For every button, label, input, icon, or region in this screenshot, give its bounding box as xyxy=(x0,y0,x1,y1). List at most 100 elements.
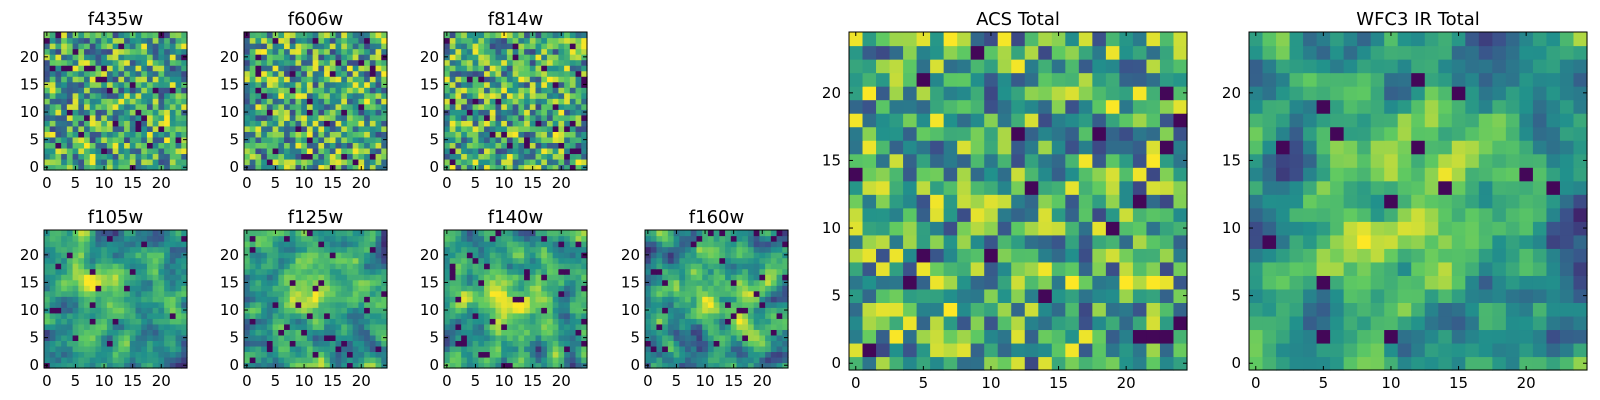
heatmap-cell xyxy=(341,43,348,50)
heatmap-cell xyxy=(289,329,297,336)
heatmap-cell xyxy=(289,263,297,270)
heatmap-cell xyxy=(244,235,251,242)
heatmap-cell xyxy=(461,136,468,143)
heatmap-cell xyxy=(78,37,85,44)
heatmap-cell xyxy=(89,329,97,336)
heatmap-cell xyxy=(49,345,57,353)
y-tick-label: 15 xyxy=(420,75,439,93)
heatmap-cell xyxy=(518,76,525,83)
heatmap-cell xyxy=(278,65,285,72)
heatmap-cell xyxy=(747,307,755,314)
heatmap-cell xyxy=(341,136,348,143)
heatmap-cell xyxy=(662,241,669,248)
heatmap-cell xyxy=(335,279,342,286)
heatmap-cell xyxy=(318,81,325,88)
heatmap-cell xyxy=(690,230,698,237)
heatmap-cell xyxy=(984,342,999,358)
heatmap-cell xyxy=(261,131,268,138)
heatmap-cell xyxy=(667,296,675,303)
heatmap-cell xyxy=(141,351,148,358)
heatmap-cell xyxy=(66,290,74,297)
heatmap-cell xyxy=(552,345,559,353)
heatmap-cell xyxy=(1159,329,1175,344)
heatmap-cell xyxy=(903,221,918,236)
heatmap-cell xyxy=(272,235,279,242)
heatmap-cell xyxy=(662,263,669,270)
heatmap-cell xyxy=(455,136,462,143)
heatmap-cell xyxy=(175,246,182,253)
heatmap-cell xyxy=(295,54,302,61)
heatmap-cell xyxy=(375,356,382,364)
heatmap-cell xyxy=(1092,356,1107,371)
heatmap-cell xyxy=(662,301,669,308)
heatmap-cell xyxy=(335,120,342,127)
heatmap-cell xyxy=(696,235,703,242)
heatmap-cell xyxy=(656,241,663,248)
heatmap-cell xyxy=(335,70,342,77)
heatmap-cell xyxy=(55,246,62,253)
heatmap-cell xyxy=(696,274,703,281)
heatmap-cell xyxy=(101,263,108,270)
heatmap-cell xyxy=(55,285,62,292)
heatmap-cell xyxy=(266,65,274,72)
heatmap-cell xyxy=(444,235,451,242)
heatmap-cell xyxy=(301,142,308,149)
heatmap-cell xyxy=(164,356,171,364)
heatmap-cell xyxy=(495,65,502,72)
heatmap-cell xyxy=(341,279,348,286)
heatmap-cell xyxy=(249,318,257,325)
heatmap-cell xyxy=(667,241,675,248)
heatmap-cell xyxy=(782,235,789,242)
heatmap-cell xyxy=(552,37,559,44)
heatmap-cell xyxy=(324,285,331,292)
heatmap-cell xyxy=(1078,275,1093,290)
heatmap-cell xyxy=(78,285,85,292)
heatmap-cell xyxy=(112,65,119,72)
heatmap-cell xyxy=(719,351,726,358)
heatmap-cell xyxy=(575,274,582,281)
heatmap-cell xyxy=(650,246,658,253)
heatmap-cell xyxy=(753,307,760,314)
heatmap-cell xyxy=(489,351,497,358)
heatmap-cell xyxy=(742,252,749,259)
heatmap-cell xyxy=(575,279,582,286)
heatmap-cell xyxy=(129,98,137,105)
heatmap-cell xyxy=(575,323,582,330)
heatmap-cell xyxy=(318,257,325,264)
heatmap-cell xyxy=(742,312,749,319)
heatmap-cell xyxy=(255,296,262,303)
heatmap-cell xyxy=(569,153,577,160)
heatmap-cell xyxy=(685,323,692,330)
heatmap-cell xyxy=(501,131,508,138)
heatmap-cell xyxy=(141,241,148,248)
heatmap-cell xyxy=(529,81,537,88)
heatmap-cell xyxy=(266,362,274,369)
heatmap-cell xyxy=(501,59,508,66)
heatmap-cell xyxy=(1105,261,1120,276)
heatmap-cell xyxy=(55,43,62,50)
heatmap-cell xyxy=(747,323,755,330)
heatmap-cell xyxy=(124,340,131,347)
heatmap-cell xyxy=(272,59,279,66)
heatmap-cell xyxy=(489,153,497,160)
heatmap-cell xyxy=(552,153,559,160)
heatmap-cell xyxy=(352,131,359,138)
heatmap-cell xyxy=(284,32,291,39)
heatmap-cell xyxy=(529,54,537,61)
heatmap-cell xyxy=(725,268,732,275)
heatmap-cell xyxy=(152,356,159,364)
heatmap-cell xyxy=(930,356,945,371)
heatmap-cell xyxy=(106,54,114,61)
heatmap-cell xyxy=(95,59,102,66)
heatmap-cell xyxy=(84,252,91,259)
heatmap-cell xyxy=(301,290,308,297)
heatmap-cell xyxy=(495,158,502,166)
heatmap-cell xyxy=(725,252,732,259)
heatmap-cell xyxy=(169,92,177,99)
heatmap-cell xyxy=(461,268,468,275)
heatmap-cell xyxy=(129,285,137,292)
heatmap-cell xyxy=(181,87,188,94)
heatmap-cell xyxy=(575,164,582,171)
heatmap-cell xyxy=(124,87,131,94)
heatmap-cell xyxy=(129,252,137,259)
